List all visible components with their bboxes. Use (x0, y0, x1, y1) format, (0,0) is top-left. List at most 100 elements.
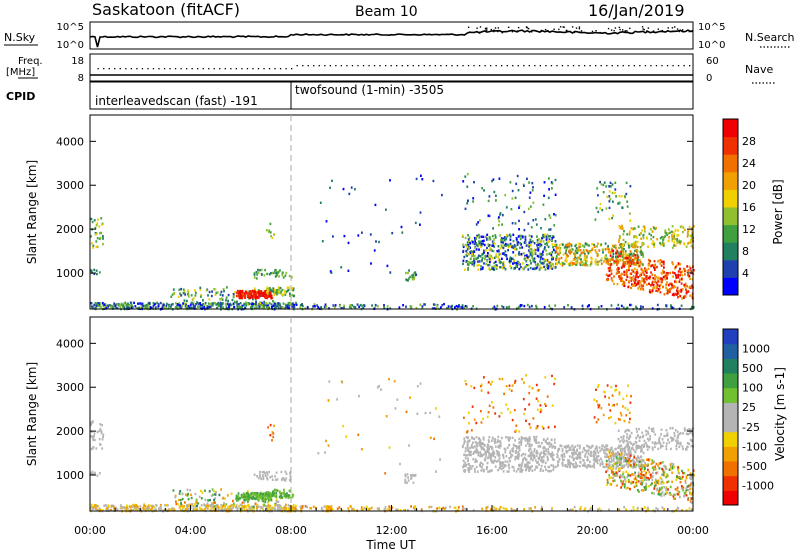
scatter-cell (530, 458, 532, 461)
scatter-cell (460, 305, 463, 309)
scatter-cell (622, 238, 625, 242)
scatter-cell (101, 438, 104, 441)
noise-search-dot (540, 29, 542, 32)
scatter-cell (631, 254, 634, 257)
noise-search-dot (573, 31, 576, 34)
scatter-cell (618, 267, 620, 270)
scatter-cell (512, 251, 515, 254)
scatter-cell (483, 262, 485, 265)
scatter-cell (251, 495, 253, 498)
scatter-cell (287, 288, 290, 292)
scatter-cell (319, 201, 322, 204)
scatter-cell (268, 508, 271, 511)
scatter-cell (623, 270, 626, 274)
nave-dot (313, 65, 315, 67)
scatter-cell (147, 504, 150, 507)
scatter-cell (652, 235, 655, 239)
scatter-cell (654, 274, 656, 277)
scatter-cell (663, 486, 666, 489)
scatter-cell (677, 262, 680, 265)
scatter-cell (586, 264, 589, 267)
scatter-cell (473, 262, 476, 265)
scatter-cell (267, 426, 269, 429)
scatter-cell (522, 252, 525, 255)
scatter-cell (635, 256, 637, 260)
scatter-cell (115, 508, 117, 511)
scatter-cell (548, 177, 550, 180)
scatter-cell (235, 504, 238, 507)
scatter-cell (354, 188, 356, 191)
scatter-cell (653, 286, 656, 289)
scatter-cell (504, 193, 507, 197)
scatter-cell (292, 302, 294, 305)
scatter-cell (530, 456, 533, 460)
scatter-cell (494, 459, 496, 463)
scatter-cell (559, 251, 561, 255)
nave-dot (606, 65, 608, 67)
scatter-cell (499, 462, 502, 465)
scatter-cell (585, 451, 588, 454)
scatter-cell (120, 506, 123, 509)
scatter-cell (537, 249, 540, 252)
scatter-cell (193, 503, 196, 506)
scatter-cell (648, 478, 650, 481)
scatter-cell (559, 247, 562, 250)
scatter-cell (671, 306, 674, 309)
scatter-cell (651, 291, 653, 294)
scatter-cell (512, 246, 515, 250)
scatter-cell (191, 298, 194, 301)
scatter-cell (132, 503, 134, 507)
scatter-cell (102, 237, 104, 240)
scatter-cell (121, 303, 123, 306)
scatter-cell (521, 236, 524, 239)
scatter-cell (630, 277, 633, 281)
scatter-cell (522, 262, 524, 265)
noise-search-dot (622, 29, 624, 31)
scatter-cell (383, 305, 385, 309)
scatter-cell (517, 306, 520, 309)
scatter-cell (502, 263, 505, 267)
scatter-cell (486, 461, 489, 465)
scatter-cell (612, 454, 615, 458)
scatter-cell (546, 233, 549, 237)
scatter-cell (528, 391, 531, 395)
scatter-cell (511, 222, 514, 225)
scatter-cell (97, 303, 99, 307)
scatter-cell (587, 252, 590, 255)
scatter-cell (467, 238, 470, 241)
scatter-cell (600, 262, 603, 265)
noise-search-dot (559, 26, 562, 28)
scatter-cell (266, 506, 269, 510)
scatter-cell (518, 251, 521, 254)
noise-search-dot (672, 30, 674, 33)
scatter-cell (662, 262, 665, 266)
scatter-cell (621, 227, 624, 230)
scatter-cell (312, 305, 314, 308)
scatter-cell (650, 475, 653, 478)
scatter-cell (637, 276, 640, 279)
scatter-cell (480, 421, 483, 424)
scatter-cell (266, 286, 269, 289)
scatter-cell (260, 303, 263, 307)
scatter-cell (513, 260, 516, 263)
scatter-cell (546, 458, 549, 462)
scatter-cell (520, 265, 522, 269)
scatter-cell (661, 241, 664, 244)
scatter-cell (622, 263, 625, 266)
scatter-cell (485, 467, 488, 471)
scatter-cell (506, 243, 509, 246)
scatter-cell (587, 452, 590, 456)
scatter-cell (402, 304, 404, 307)
nave-dot (683, 65, 685, 67)
scatter-cell (260, 294, 263, 298)
noise-search-dot (547, 30, 549, 32)
scatter-cell (269, 498, 271, 501)
scatter-cell (292, 288, 295, 292)
scatter-cell (415, 273, 418, 276)
scatter-cell (421, 305, 424, 308)
scatter-cell (252, 297, 254, 301)
nave-dot (362, 65, 365, 67)
scatter-cell (195, 509, 197, 512)
scatter-cell (266, 296, 268, 300)
scatter-cell (623, 485, 626, 489)
